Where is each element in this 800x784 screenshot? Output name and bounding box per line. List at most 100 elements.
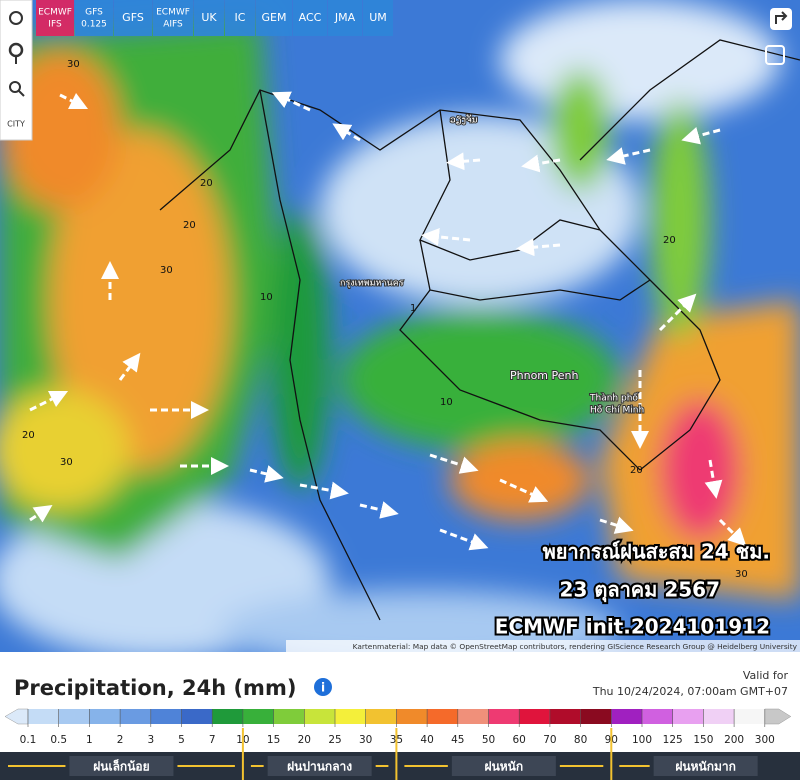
contour-label: 30 bbox=[60, 457, 73, 468]
model-tab-label: UM bbox=[369, 11, 387, 24]
attribution-bg bbox=[286, 640, 800, 652]
scale-label: 3 bbox=[147, 734, 154, 746]
city-toggle[interactable]: CITY bbox=[7, 120, 25, 129]
share-button[interactable] bbox=[770, 8, 792, 30]
model-tab-label: GFS bbox=[85, 8, 103, 18]
scale-label: 0.5 bbox=[50, 734, 67, 746]
scale-swatch bbox=[120, 709, 152, 724]
model-tab-label: JMA bbox=[334, 11, 356, 24]
contour-label: 1 bbox=[410, 303, 416, 314]
scale-label: 80 bbox=[574, 734, 587, 746]
model-tab[interactable] bbox=[194, 0, 224, 36]
scale-swatch bbox=[304, 709, 336, 724]
scale-swatch bbox=[28, 709, 59, 724]
contour-label: 20 bbox=[200, 178, 213, 189]
scale-label: 25 bbox=[328, 734, 341, 746]
share-icon bbox=[775, 11, 788, 24]
model-tab-label: GEM bbox=[262, 11, 287, 24]
model-tab[interactable] bbox=[36, 0, 74, 36]
contour-label: 20 bbox=[183, 220, 196, 231]
scale-swatch bbox=[580, 709, 612, 724]
scale-swatch bbox=[58, 709, 90, 724]
model-tab-label: GFS bbox=[122, 11, 144, 24]
contour-label: 20 bbox=[630, 465, 643, 476]
scale-label: 2 bbox=[117, 734, 124, 746]
scale-label: 40 bbox=[420, 734, 433, 746]
attribution: Kartenmaterial: Map data © OpenStreetMap… bbox=[353, 642, 798, 651]
city-label: Thành phố bbox=[589, 393, 638, 404]
category-label: ฝนหนัก bbox=[485, 760, 524, 774]
scale-label: 0.1 bbox=[20, 734, 37, 746]
model-tab-label: ECMWF bbox=[38, 8, 72, 18]
model-tab[interactable] bbox=[114, 0, 152, 36]
model-tab-label: AIFS bbox=[163, 20, 183, 30]
category-label: ฝนปานกลาง bbox=[287, 760, 352, 774]
refresh-button[interactable] bbox=[9, 11, 23, 25]
sidebar: CITY bbox=[0, 0, 33, 141]
city-label: Hồ Chí Minh bbox=[590, 405, 644, 416]
model-tab[interactable] bbox=[363, 0, 393, 36]
model-tab[interactable] bbox=[256, 0, 292, 36]
contour-label: 10 bbox=[440, 397, 453, 408]
category-label-bg bbox=[267, 756, 372, 776]
scale-label: 50 bbox=[482, 734, 495, 746]
scale-label: 1 bbox=[86, 734, 93, 746]
forecast-caption: ECMWF init.2024101912 bbox=[495, 615, 770, 639]
model-tab-label: 0.125 bbox=[81, 20, 107, 30]
scale-label: 45 bbox=[451, 734, 464, 746]
scale-label: 20 bbox=[298, 734, 311, 746]
scale-swatch bbox=[549, 709, 581, 724]
model-tab[interactable] bbox=[328, 0, 362, 36]
scale-swatch bbox=[89, 709, 121, 724]
scale-swatch bbox=[181, 709, 213, 724]
scale-swatch bbox=[335, 709, 366, 724]
scale-label: 150 bbox=[693, 734, 713, 746]
model-tab[interactable] bbox=[293, 0, 327, 36]
model-tab[interactable] bbox=[153, 0, 193, 36]
forecast-caption: พยากรณ์ฝนสะสม 24 ชม. bbox=[543, 540, 770, 564]
precip-field bbox=[0, 0, 800, 670]
scale-swatch bbox=[672, 709, 704, 724]
city-label: กรุงเทพมหานคร bbox=[340, 279, 404, 289]
scale-swatch bbox=[703, 709, 735, 724]
model-tab[interactable] bbox=[75, 0, 113, 36]
top-right-icons bbox=[765, 8, 792, 65]
contour-label: 30 bbox=[160, 265, 173, 276]
fullscreen-button[interactable] bbox=[765, 45, 785, 65]
valid-label: Valid for bbox=[743, 669, 789, 682]
map[interactable]: 30 20 30 10 20 30 20 10 20 30 1 20 ວຽງຈັນ กรุงเทพมหาน… bbox=[0, 0, 800, 670]
city-label: Phnom Penh bbox=[510, 369, 578, 382]
scale-label: 300 bbox=[755, 734, 775, 746]
info-button[interactable] bbox=[314, 678, 332, 696]
model-tab[interactable] bbox=[225, 0, 255, 36]
legend-title: Precipitation, 24h (mm) bbox=[14, 676, 296, 700]
contour-label: 20 bbox=[22, 430, 35, 441]
scale-swatch bbox=[273, 709, 305, 724]
category-label: ฝนหนักมาก bbox=[675, 760, 736, 774]
scale-swatch bbox=[519, 709, 551, 724]
scale-swatch bbox=[365, 709, 397, 724]
location-button[interactable] bbox=[8, 42, 24, 64]
valid-time: Thu 10/24/2024, 07:00am GMT+07 bbox=[592, 685, 788, 698]
contour-label: 30 bbox=[67, 59, 80, 70]
scale-label: 7 bbox=[209, 734, 216, 746]
info-icon: i bbox=[321, 681, 325, 695]
borders bbox=[159, 39, 800, 621]
zoom-button[interactable] bbox=[9, 81, 25, 97]
scale-swatch bbox=[611, 709, 643, 724]
city-label: ວຽງຈັນ bbox=[450, 114, 478, 125]
scale-swatch bbox=[427, 709, 459, 724]
model-tab-label: ECMWF bbox=[156, 8, 190, 18]
model-tab-label: ACC bbox=[299, 11, 322, 24]
model-tab-label: IFS bbox=[48, 20, 62, 30]
model-tab-label: IC bbox=[235, 11, 246, 24]
scale-label: 125 bbox=[663, 734, 683, 746]
category-label-bg bbox=[69, 756, 174, 776]
wind-arrows bbox=[29, 91, 747, 551]
scale-label: 15 bbox=[267, 734, 280, 746]
scale-swatch bbox=[150, 709, 182, 724]
model-tab-label: UK bbox=[201, 11, 217, 24]
scale-swatch bbox=[457, 709, 489, 724]
forecast-caption: 23 ตุลาคม 2567 bbox=[560, 578, 720, 603]
